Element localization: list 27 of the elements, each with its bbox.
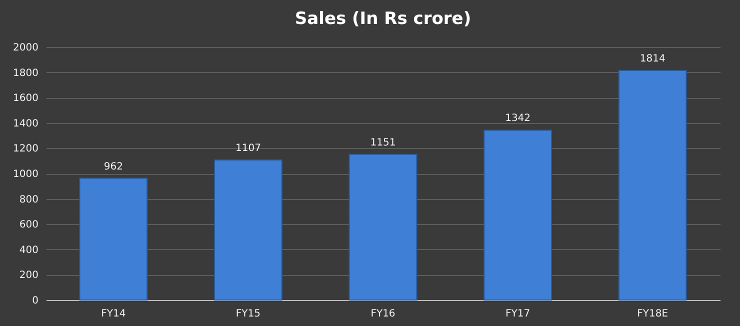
- data-label: 1814: [640, 54, 666, 65]
- y-tick-label: 1000: [13, 169, 38, 180]
- chart-title: Sales (In Rs crore): [294, 9, 472, 29]
- x-tick-label: FY18E: [637, 308, 668, 320]
- x-tick-label: FY16: [370, 308, 396, 320]
- y-tick-label: 200: [19, 270, 38, 282]
- y-tick-label: 1800: [13, 68, 38, 79]
- y-tick-label: 400: [19, 244, 38, 256]
- y-tick-label: 1400: [13, 118, 38, 130]
- y-tick-label: 1200: [13, 144, 38, 155]
- y-tick-label: 0: [32, 296, 38, 306]
- y-tick-label: 600: [19, 220, 38, 231]
- data-label: 1151: [370, 137, 396, 148]
- data-label: 1342: [505, 113, 531, 124]
- bar: [214, 159, 282, 300]
- bar: [348, 154, 418, 300]
- x-tick-label: FY15: [236, 308, 260, 320]
- data-label: 962: [104, 161, 123, 172]
- y-tick-label: 800: [19, 194, 38, 206]
- x-tick-label: FY17: [506, 308, 530, 320]
- bar: [79, 178, 148, 300]
- bar: [618, 70, 687, 300]
- data-label: 1107: [235, 142, 261, 154]
- x-tick-label: FY14: [101, 308, 126, 320]
- bar: [484, 130, 552, 300]
- y-tick-label: 1600: [13, 93, 38, 104]
- y-tick-label: 2000: [13, 42, 38, 54]
